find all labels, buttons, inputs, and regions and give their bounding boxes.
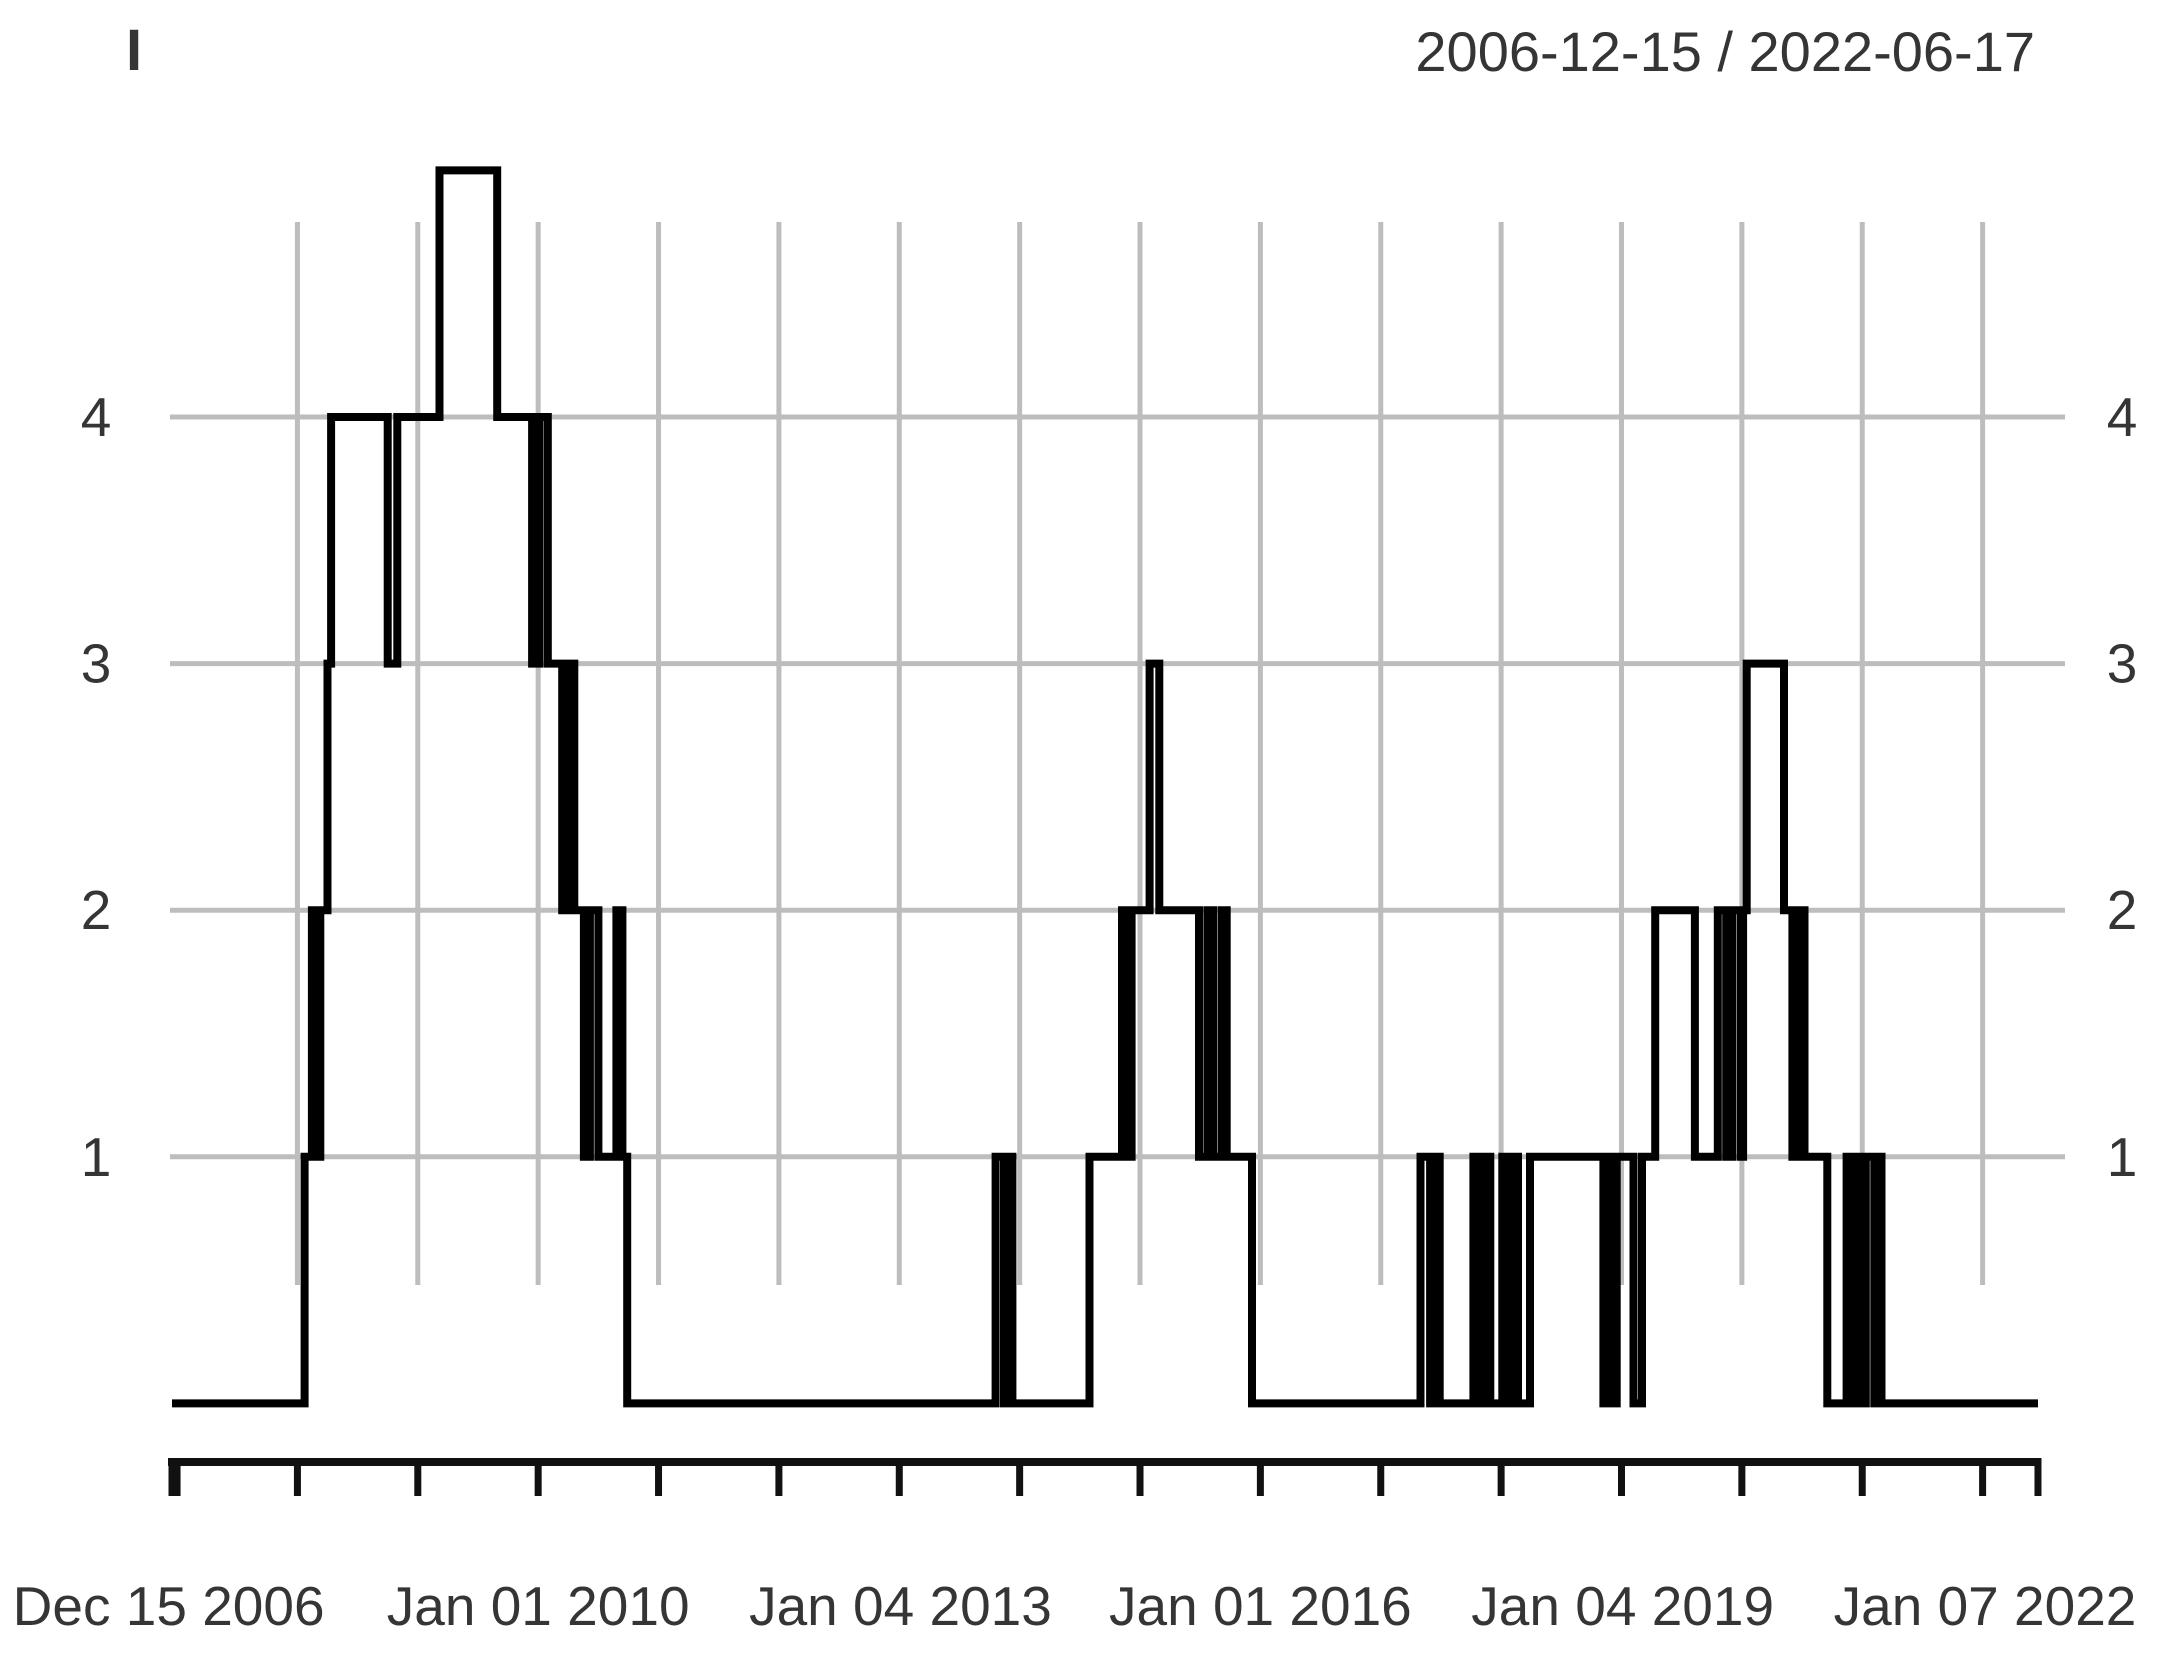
axis-labels: Dec 15 2006 Jan 01 2010 Jan 04 2013 Jan 01 … (13, 386, 2138, 1637)
y-tick-label-left: 4 (81, 386, 112, 448)
y-tick-label-right: 2 (2107, 879, 2138, 941)
step-series (172, 166, 2038, 1408)
chart-title: I (126, 18, 143, 83)
x-tick-label: Jan 07 2022 (1834, 1575, 2137, 1637)
y-tick-label-right: 3 (2107, 633, 2138, 695)
y-tick-label-right: 1 (2107, 1126, 2138, 1188)
x-tick-label: Jan 04 2013 (749, 1575, 1052, 1637)
y-tick-label-right: 4 (2107, 386, 2138, 448)
x-tick-label: Jan 04 2019 (1471, 1575, 1774, 1637)
y-tick-label-left: 3 (81, 633, 112, 695)
y-tick-label-left: 1 (81, 1126, 112, 1188)
x-axis (168, 1458, 2042, 1496)
date-range-label: 2006-12-15 / 2022-06-17 (1415, 20, 2035, 83)
y-tick-label-left: 2 (81, 879, 112, 941)
x-tick-label: Dec 15 2006 (13, 1575, 325, 1637)
step-line (172, 166, 2038, 1408)
x-tick-label: Jan 01 2010 (387, 1575, 690, 1637)
x-tick-label: Jan 01 2016 (1109, 1575, 1412, 1637)
